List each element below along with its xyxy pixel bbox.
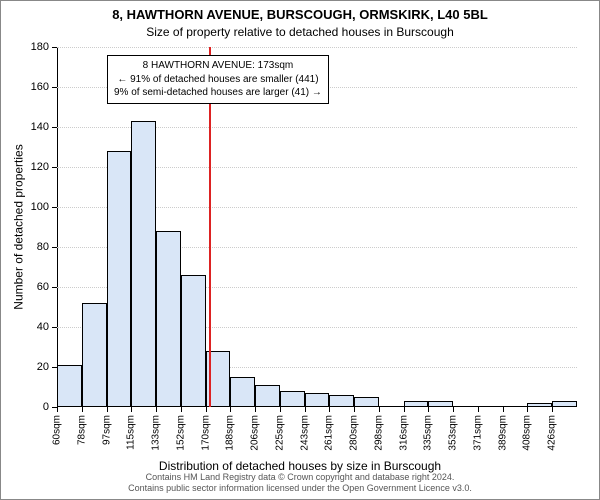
x-tick <box>230 407 231 412</box>
x-tick-label: 78sqm <box>76 415 87 445</box>
x-tick <box>379 407 380 412</box>
footer-line-1: Contains HM Land Registry data © Crown c… <box>1 472 599 484</box>
y-tick <box>52 87 57 88</box>
histogram-bar <box>527 403 552 407</box>
y-tick-label: 0 <box>43 401 49 413</box>
y-tick <box>52 207 57 208</box>
x-tick-label: 316sqm <box>398 415 409 451</box>
x-tick <box>354 407 355 412</box>
x-tick <box>206 407 207 412</box>
histogram-bar <box>156 231 181 407</box>
y-tick-label: 20 <box>37 361 49 373</box>
x-tick-label: 335sqm <box>423 415 434 451</box>
y-tick <box>52 127 57 128</box>
y-axis-label: Number of detached properties <box>12 144 26 309</box>
x-tick <box>478 407 479 412</box>
y-tick-label: 120 <box>31 161 49 173</box>
x-tick-label: 353sqm <box>448 415 459 451</box>
histogram-bar <box>255 385 280 407</box>
x-tick <box>305 407 306 412</box>
y-tick <box>52 167 57 168</box>
y-tick <box>52 247 57 248</box>
y-tick-label: 100 <box>31 201 49 213</box>
x-tick <box>552 407 553 412</box>
histogram-bar <box>329 395 354 407</box>
x-tick <box>329 407 330 412</box>
x-tick-label: 426sqm <box>547 415 558 451</box>
histogram-bar <box>57 365 82 407</box>
x-tick <box>280 407 281 412</box>
x-tick <box>57 407 58 412</box>
info-line-2: ← 91% of detached houses are smaller (44… <box>114 73 322 87</box>
title-subtitle: Size of property relative to detached ho… <box>1 25 599 39</box>
histogram-bar <box>428 401 453 407</box>
x-tick <box>503 407 504 412</box>
x-tick-label: 60sqm <box>52 415 63 445</box>
histogram-bar <box>107 151 132 407</box>
y-tick-label: 140 <box>31 121 49 133</box>
y-tick-label: 80 <box>37 241 49 253</box>
gridline-h <box>57 47 577 48</box>
title-address: 8, HAWTHORN AVENUE, BURSCOUGH, ORMSKIRK,… <box>1 7 599 22</box>
x-tick-label: 133sqm <box>151 415 162 451</box>
x-tick <box>131 407 132 412</box>
x-tick <box>453 407 454 412</box>
y-axis-label-wrap: Number of detached properties <box>11 47 27 407</box>
histogram-bar <box>404 401 429 407</box>
y-tick-label: 40 <box>37 321 49 333</box>
x-tick-label: 371sqm <box>472 415 483 451</box>
x-tick-label: 206sqm <box>250 415 261 451</box>
x-tick-label: 389sqm <box>497 415 508 451</box>
histogram-bar <box>552 401 577 407</box>
x-tick <box>156 407 157 412</box>
info-line-3: 9% of semi-detached houses are larger (4… <box>114 86 322 100</box>
info-line-1: 8 HAWTHORN AVENUE: 173sqm <box>114 59 322 73</box>
x-tick <box>255 407 256 412</box>
x-tick-label: 188sqm <box>225 415 236 451</box>
figure: 8, HAWTHORN AVENUE, BURSCOUGH, ORMSKIRK,… <box>0 0 600 500</box>
x-tick-label: 280sqm <box>349 415 360 451</box>
y-tick-label: 180 <box>31 41 49 53</box>
footer-line-2: Contains public sector information licen… <box>1 483 599 495</box>
x-tick <box>527 407 528 412</box>
y-tick <box>52 47 57 48</box>
histogram-bar <box>181 275 206 407</box>
x-tick <box>428 407 429 412</box>
y-tick-label: 160 <box>31 81 49 93</box>
x-tick-label: 152sqm <box>175 415 186 451</box>
histogram-bar <box>131 121 156 407</box>
info-box: 8 HAWTHORN AVENUE: 173sqm ← 91% of detac… <box>107 55 329 104</box>
x-tick-label: 261sqm <box>324 415 335 451</box>
y-tick <box>52 327 57 328</box>
x-tick <box>181 407 182 412</box>
x-tick-label: 170sqm <box>200 415 211 451</box>
footer-attrib: Contains HM Land Registry data © Crown c… <box>1 472 599 495</box>
histogram-bar <box>280 391 305 407</box>
y-tick <box>52 287 57 288</box>
histogram-bar <box>230 377 255 407</box>
y-tick-label: 60 <box>37 281 49 293</box>
x-tick-label: 97sqm <box>101 415 112 445</box>
histogram-bar <box>82 303 107 407</box>
y-axis-line <box>57 47 58 407</box>
x-tick-label: 298sqm <box>373 415 384 451</box>
x-tick-label: 243sqm <box>299 415 310 451</box>
x-tick <box>107 407 108 412</box>
x-tick-label: 225sqm <box>274 415 285 451</box>
x-tick-label: 408sqm <box>522 415 533 451</box>
x-tick <box>404 407 405 412</box>
histogram-bar <box>305 393 330 407</box>
x-tick <box>82 407 83 412</box>
x-tick-label: 115sqm <box>126 415 137 450</box>
histogram-bar <box>354 397 379 407</box>
